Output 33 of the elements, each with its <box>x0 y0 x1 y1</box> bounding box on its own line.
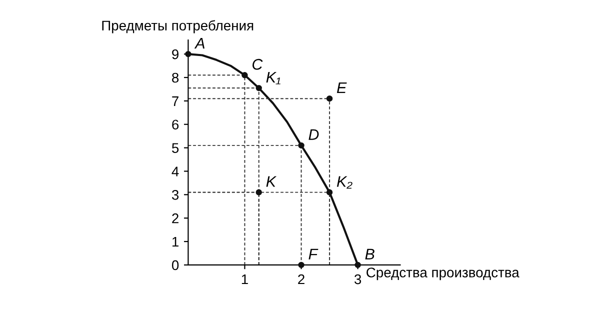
point <box>256 189 262 196</box>
point <box>256 84 262 92</box>
x-tick-label: 3 <box>354 274 362 284</box>
point <box>326 189 333 196</box>
y-tick-label: 8 <box>172 72 179 83</box>
annotation: B <box>365 248 374 260</box>
y-tick-label: 6 <box>172 120 179 130</box>
point <box>298 142 304 149</box>
y-tick-label: 2 <box>172 213 178 224</box>
point <box>242 72 248 78</box>
annotation: F <box>308 248 318 260</box>
annotation: E <box>336 82 347 94</box>
annotation: K <box>266 176 277 187</box>
x-tick-label: 2 <box>298 274 304 284</box>
y-tick-label: 7 <box>172 96 178 106</box>
x-axis-title: Средства производства <box>366 268 520 280</box>
y-tick-label: 3 <box>172 190 179 200</box>
y-tick-label: 4 <box>172 166 179 176</box>
y-tick-label: 9 <box>172 49 179 60</box>
annotation: C <box>252 58 263 70</box>
y-tick-label: 0 <box>172 260 179 270</box>
annotation: K₁ <box>266 72 280 84</box>
annotation: K₂ <box>336 176 352 189</box>
y-tick-label: 1 <box>172 237 178 247</box>
annotation: D <box>308 129 319 140</box>
y-tick-label: 5 <box>172 143 179 153</box>
x-tick-label: 1 <box>242 274 248 284</box>
annotation: A <box>194 38 204 49</box>
point <box>185 50 192 58</box>
point <box>354 262 361 268</box>
point <box>298 262 304 268</box>
point <box>326 95 333 102</box>
y-axis-title: Предметы потребления <box>102 20 254 34</box>
